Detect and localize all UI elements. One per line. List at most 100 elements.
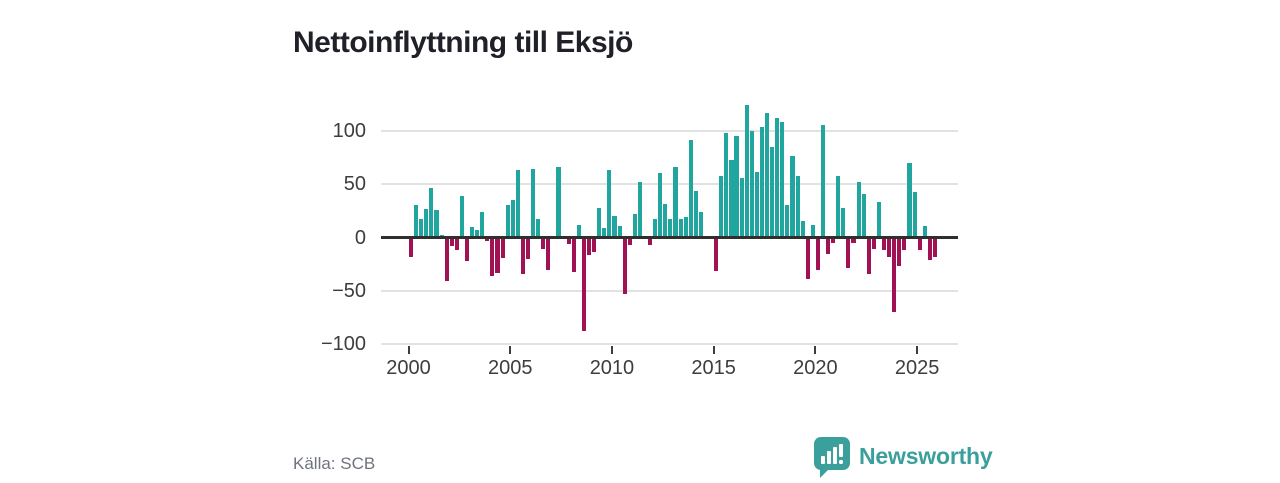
bar	[790, 156, 795, 238]
bar	[861, 193, 866, 238]
bar	[424, 208, 429, 238]
x-tick-label: 2005	[487, 357, 533, 379]
bar	[648, 237, 653, 245]
bar	[846, 237, 851, 269]
bar	[454, 237, 459, 251]
bar	[922, 225, 927, 238]
bar	[566, 237, 571, 244]
bar	[515, 170, 520, 238]
gridline	[381, 183, 958, 186]
bar	[541, 237, 546, 250]
bar	[881, 237, 887, 251]
bar	[627, 237, 632, 245]
bar	[693, 190, 698, 238]
bar	[917, 237, 922, 251]
bar	[556, 167, 561, 238]
bar	[673, 167, 678, 238]
y-tick-label: 0	[354, 226, 366, 249]
zero-axis-line	[381, 236, 958, 239]
bar	[866, 237, 871, 274]
x-tick	[509, 345, 512, 354]
bar	[770, 146, 775, 238]
newsworthy-wordmark: Newsworthy	[859, 442, 993, 469]
bar	[739, 177, 744, 238]
bar	[520, 237, 525, 274]
gridline	[381, 129, 958, 132]
x-tick	[407, 345, 410, 354]
bar	[775, 117, 780, 238]
bar	[719, 175, 724, 238]
bar	[876, 202, 881, 238]
bar	[871, 237, 876, 250]
bar	[602, 227, 607, 238]
bar	[429, 188, 434, 238]
bar	[500, 237, 505, 258]
bar	[759, 126, 765, 238]
bar	[765, 112, 770, 238]
bar	[475, 230, 480, 238]
bar	[785, 205, 790, 238]
bar	[592, 237, 597, 253]
bar	[912, 191, 917, 238]
bar	[587, 237, 592, 255]
bar	[576, 224, 581, 238]
bar	[841, 207, 846, 238]
bar	[927, 237, 932, 260]
source-text: Källa: SCB	[293, 454, 376, 473]
bar	[851, 237, 856, 243]
bar	[505, 205, 510, 238]
bar	[617, 225, 622, 238]
bar	[907, 162, 912, 238]
bar	[531, 169, 536, 238]
bar	[734, 136, 739, 238]
x-tick-label: 2015	[691, 357, 736, 379]
x-tick-label: 2000	[386, 357, 431, 379]
bar	[749, 130, 754, 238]
bar	[622, 237, 627, 295]
bar	[887, 237, 892, 257]
bar	[414, 205, 419, 238]
bar	[470, 226, 475, 238]
bar	[419, 219, 424, 238]
bar	[826, 237, 831, 254]
x-tick-label: 2010	[589, 357, 635, 379]
bar	[408, 237, 414, 257]
x-tick	[814, 345, 817, 354]
x-tick	[712, 345, 715, 354]
y-tick-label: −50	[332, 279, 366, 302]
y-tick-label: −100	[320, 333, 366, 356]
bar	[836, 175, 841, 238]
bar	[805, 237, 810, 280]
bar	[546, 237, 551, 270]
bar	[810, 224, 815, 238]
bar	[464, 237, 470, 261]
bar	[729, 159, 734, 238]
bar	[856, 182, 861, 238]
page-title: Nettoinflyttning till Eksjö	[293, 26, 633, 60]
bar	[683, 217, 688, 238]
bar	[490, 237, 495, 276]
bar	[607, 170, 612, 238]
bar	[434, 209, 439, 238]
bar	[444, 237, 449, 282]
x-tick	[916, 345, 919, 354]
bar	[688, 140, 693, 238]
bar	[831, 237, 836, 243]
bar	[653, 219, 658, 238]
bar	[744, 105, 749, 238]
bar	[724, 132, 729, 238]
bar	[678, 219, 683, 238]
bar	[780, 122, 785, 238]
x-tick	[610, 345, 613, 354]
bar	[932, 237, 937, 257]
bar	[815, 237, 820, 270]
bar	[795, 175, 800, 238]
bar	[754, 172, 759, 238]
x-tick-label: 2020	[793, 357, 838, 379]
bar	[892, 237, 897, 313]
bar	[663, 204, 668, 238]
speech-bubble-chart-icon	[813, 436, 851, 483]
y-tick-label: 50	[343, 173, 366, 196]
bar	[897, 237, 902, 267]
